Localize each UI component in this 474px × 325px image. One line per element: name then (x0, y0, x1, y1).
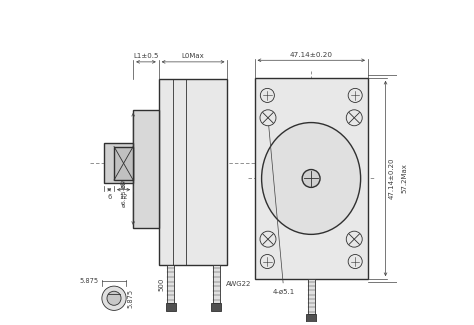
Bar (306, 314, 316, 322)
Text: L1±0.5: L1±0.5 (133, 53, 159, 59)
Text: 5.875: 5.875 (128, 289, 134, 308)
Circle shape (346, 110, 362, 126)
Text: 6: 6 (107, 194, 111, 201)
Circle shape (346, 231, 362, 247)
Bar (167, 265, 174, 303)
Circle shape (348, 88, 362, 102)
Text: AWG22: AWG22 (226, 281, 251, 287)
Text: L0Max: L0Max (182, 53, 204, 59)
Circle shape (260, 231, 276, 247)
Text: 4-ø5.1: 4-ø5.1 (267, 121, 295, 294)
Text: ø6.35-8Max: ø6.35-8Max (122, 171, 127, 207)
Text: ø38.1±0.05: ø38.1±0.05 (121, 149, 127, 188)
Text: 47.14±0.20: 47.14±0.20 (290, 52, 333, 58)
Bar (104, 143, 133, 183)
Bar (211, 303, 221, 311)
Circle shape (260, 254, 274, 268)
Circle shape (260, 110, 276, 126)
Text: 47.14±0.20: 47.14±0.20 (388, 158, 394, 199)
Text: 12: 12 (119, 194, 128, 201)
Bar (133, 110, 159, 228)
Text: 5.875: 5.875 (80, 278, 99, 284)
Circle shape (348, 254, 362, 268)
Circle shape (302, 170, 320, 188)
Bar (255, 78, 368, 279)
Bar (166, 303, 176, 311)
Bar (308, 279, 315, 314)
Circle shape (107, 291, 121, 305)
Text: 500: 500 (158, 277, 164, 291)
Ellipse shape (262, 123, 361, 234)
Bar (159, 79, 228, 265)
Circle shape (260, 88, 274, 102)
Circle shape (102, 286, 126, 310)
Bar (114, 147, 133, 180)
Bar (213, 265, 220, 303)
Text: 57.2Max: 57.2Max (401, 163, 407, 193)
